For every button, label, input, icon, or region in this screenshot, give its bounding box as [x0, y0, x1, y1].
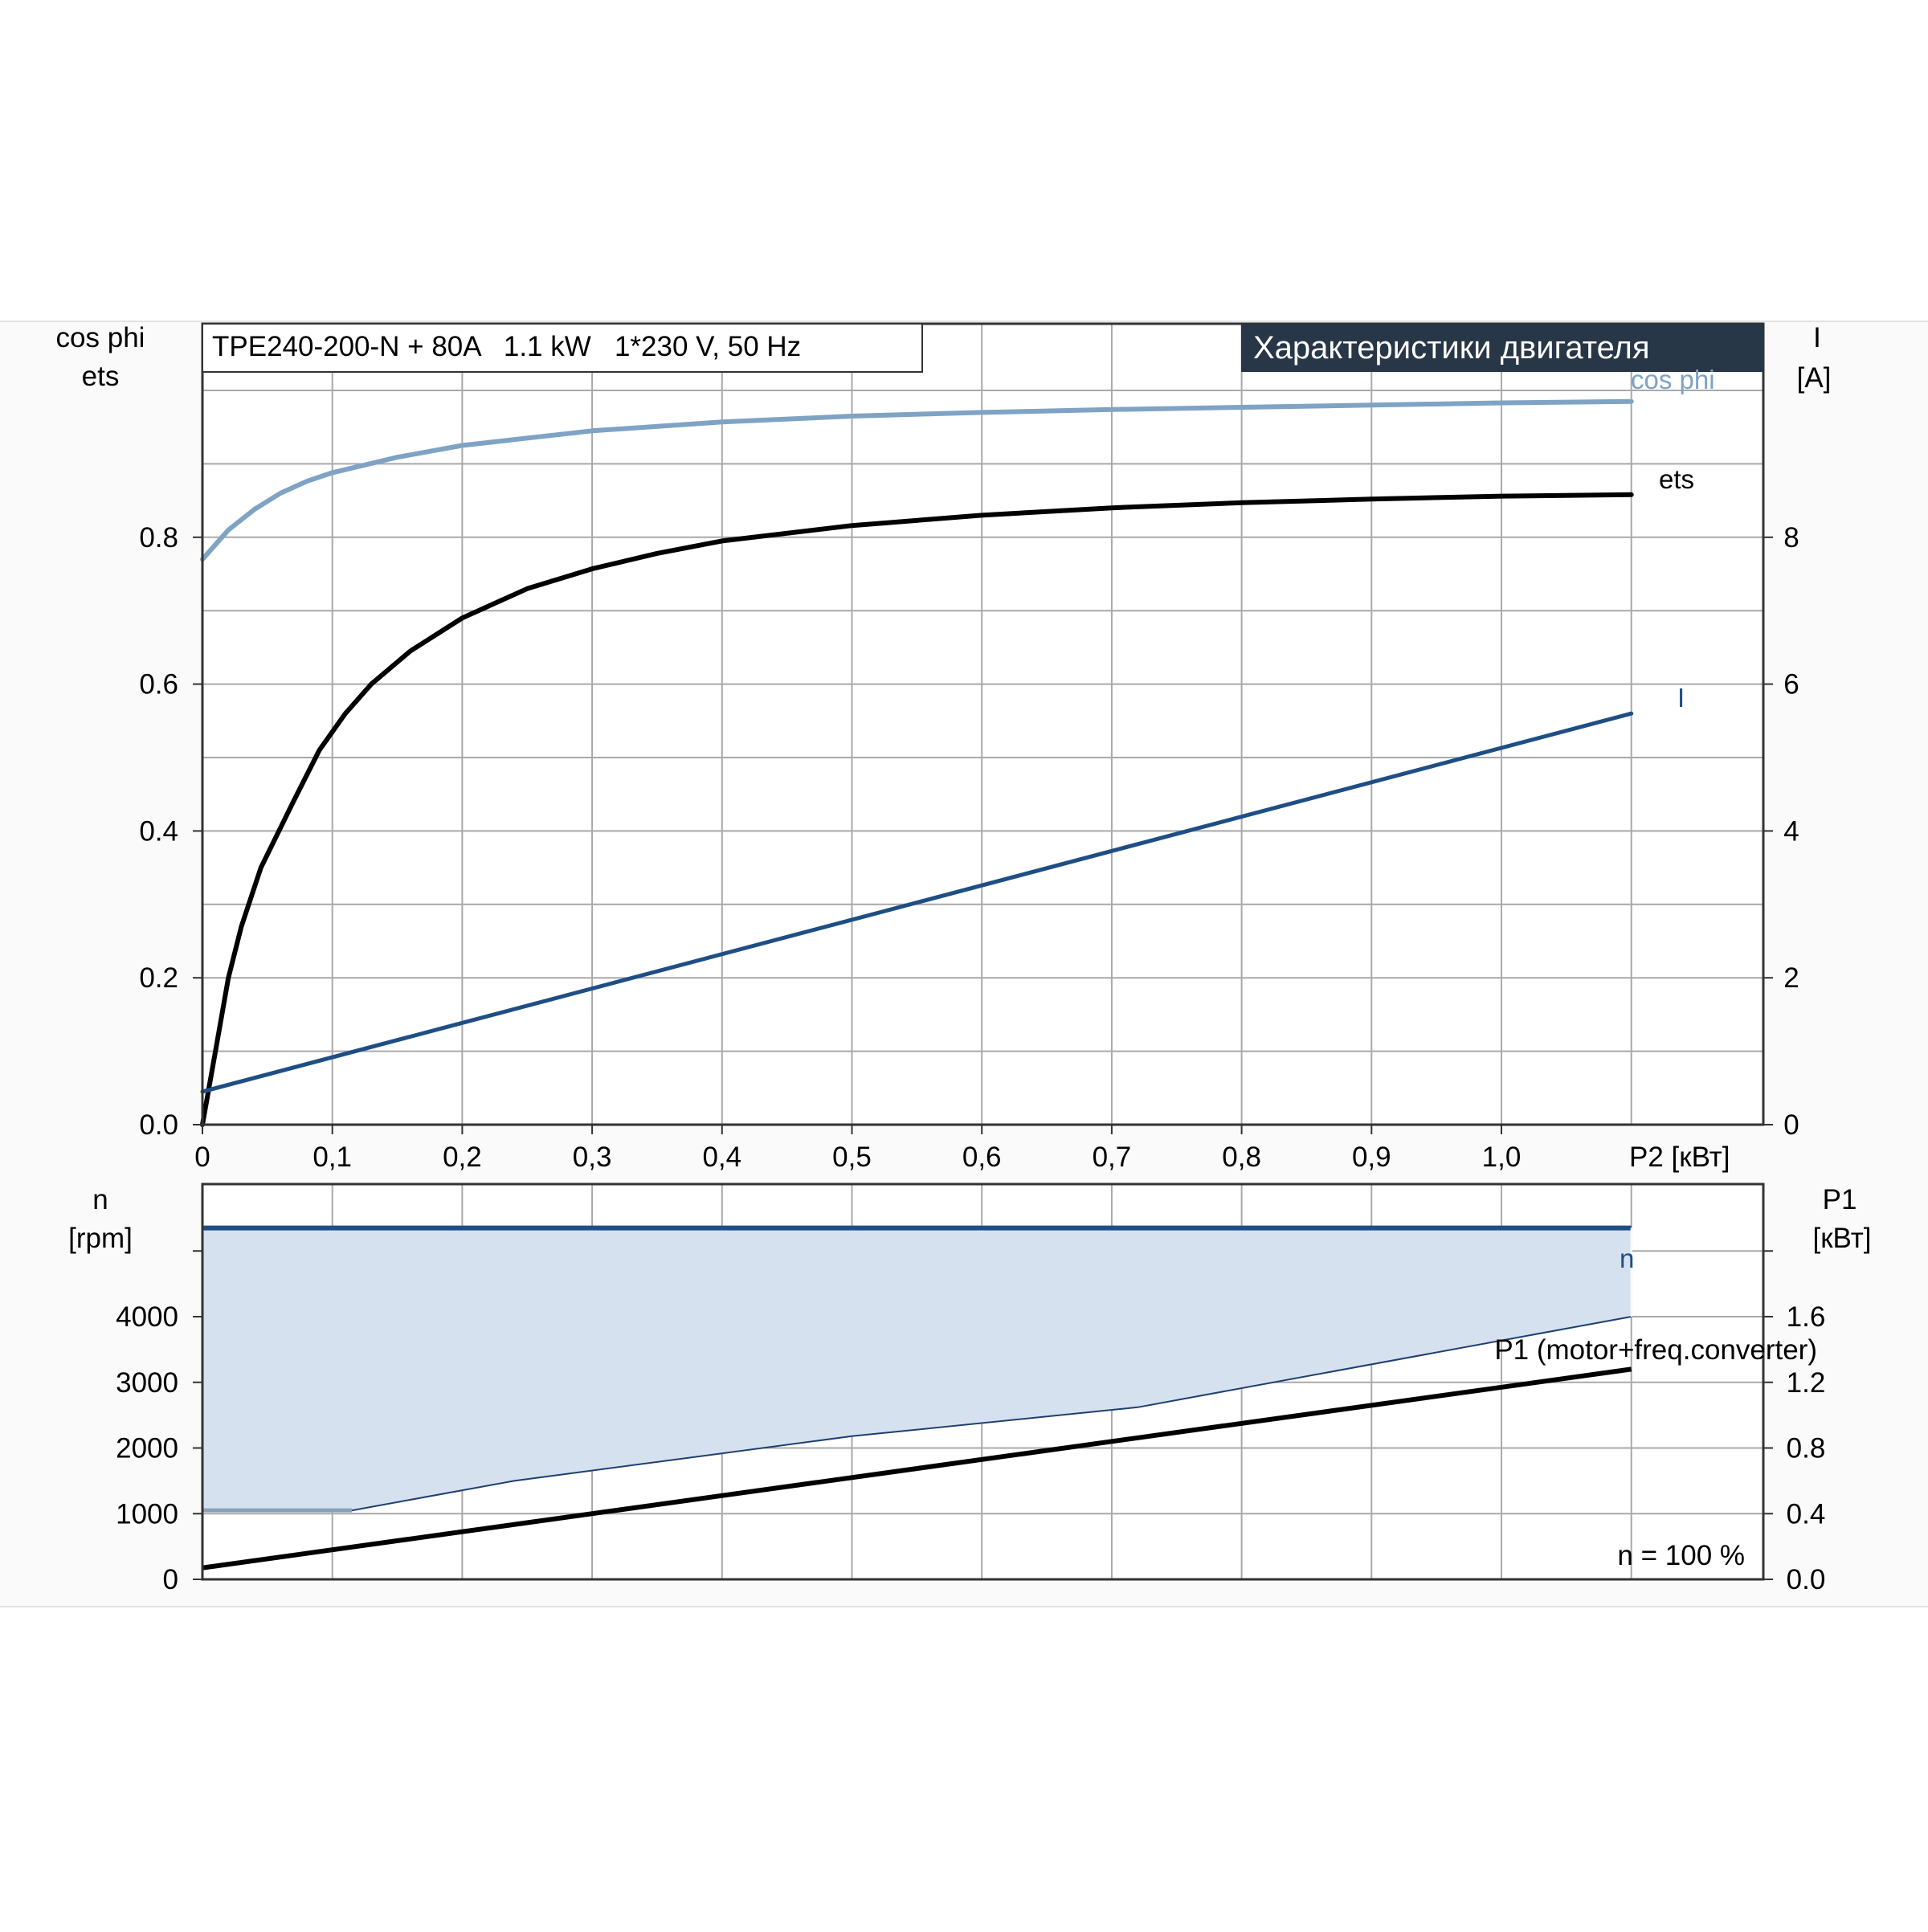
- top-plot-frame: [201, 322, 1765, 1126]
- bottom-left-y-axis: 0 1000 2000 3000 4000: [116, 1250, 202, 1595]
- x-tick-label: 0,8: [1222, 1142, 1261, 1173]
- power-tick-label: 0.4: [1787, 1498, 1826, 1530]
- power-tick-label: 1.6: [1787, 1301, 1826, 1333]
- series-label-eta: ets: [1659, 464, 1694, 494]
- x-tick-label: 1,0: [1482, 1142, 1522, 1173]
- top-left-y-axis: 0.0 0.2 0.4 0.6 0.8: [139, 522, 202, 1141]
- left-axis-title-eta: ets: [82, 361, 120, 392]
- left-y-tick-label: 0.0: [139, 1109, 178, 1141]
- right-axis-title-current: I: [1813, 322, 1821, 353]
- current-line: [200, 711, 1634, 1094]
- model-label: TPE240-200-N + 80A 1.1 kW 1*230 V, 50 Hz: [212, 331, 801, 362]
- top-right-y-axis: 0 2 4 6 8: [1763, 522, 1799, 1141]
- right-y-tick-label: 0: [1783, 1109, 1799, 1141]
- top-grid: [202, 324, 1763, 1125]
- x-axis-label: P2 [кВт]: [1629, 1142, 1730, 1173]
- bottom-series-layer: [202, 1225, 1632, 1571]
- right-axis-unit-current: [A]: [1797, 362, 1832, 394]
- power-tick-label: 1.2: [1787, 1367, 1826, 1399]
- power-axis-unit: [кВт]: [1813, 1223, 1872, 1254]
- right-y-tick-label: 4: [1783, 815, 1799, 847]
- series-label-p1: P1 (motor+freq.converter): [1494, 1334, 1817, 1366]
- top-chart-panel: 0 0,1 0,2 0,3 0,4 0,5 0,6 0,7 0,8 0,9 1,0 0.00.20.…: [139, 322, 1799, 1173]
- left-y-tick-label: 0.8: [139, 522, 178, 553]
- x-tick-label: 0,7: [1093, 1142, 1132, 1173]
- speed-range-band: [202, 1227, 1632, 1511]
- right-y-tick-label: 2: [1783, 962, 1799, 994]
- cosphi-curve: [200, 398, 1634, 562]
- right-y-tick-label: 8: [1783, 522, 1799, 553]
- x-tick-label: 0,2: [443, 1142, 482, 1173]
- speed-axis-unit: [rpm]: [68, 1223, 133, 1254]
- x-tick-label: 0,1: [312, 1142, 352, 1173]
- series-label-current: I: [1677, 683, 1685, 713]
- x-tick-label: 0: [194, 1142, 210, 1173]
- speed-tick-label: 4000: [116, 1301, 178, 1333]
- x-tick-label: 0,4: [702, 1142, 741, 1173]
- x-tick-label: 0,3: [573, 1142, 612, 1173]
- top-x-axis: 0 0,1 0,2 0,3 0,4 0,5 0,6 0,7 0,8 0,9 1,0: [194, 1125, 1521, 1173]
- power-tick-label: 0.0: [1787, 1564, 1826, 1595]
- speed-tick-label: 1000: [116, 1498, 178, 1530]
- left-y-tick-label: 0.4: [139, 815, 178, 847]
- title-banner: [1241, 324, 1763, 372]
- left-y-tick-label: 0.2: [139, 962, 178, 994]
- p1-power-line: [202, 1366, 1632, 1571]
- bottom-chart-panel: 0 1000 2000 3000 4000 0.0 0.4 0.8 1.2 1.6: [116, 1182, 1826, 1595]
- right-y-tick-label: 6: [1783, 669, 1799, 701]
- eta-curve: [200, 492, 1634, 1127]
- left-y-tick-label: 0.6: [139, 669, 178, 701]
- x-tick-label: 0,5: [832, 1142, 872, 1173]
- x-tick-label: 0,9: [1352, 1142, 1391, 1173]
- chart-title: Характеристики двигателя: [1253, 330, 1650, 366]
- power-tick-label: 0.8: [1787, 1433, 1826, 1464]
- model-label-box: [202, 323, 923, 373]
- speed-percent-annotation: n = 100 %: [1617, 1540, 1745, 1571]
- left-axis-title-cosphi: cos phi: [56, 322, 145, 353]
- x-tick-label: 0,6: [962, 1142, 1002, 1173]
- top-series-layer: [200, 398, 1634, 1127]
- series-label-cosphi: cos phi: [1631, 365, 1715, 394]
- power-axis-title: P1: [1823, 1184, 1857, 1215]
- bottom-right-y-axis: 0.0 0.4 0.8 1.2 1.6: [1763, 1250, 1826, 1595]
- speed-tick-label: 3000: [116, 1367, 178, 1399]
- speed-tick-label: 2000: [116, 1433, 178, 1464]
- speed-tick-label: 0: [163, 1564, 178, 1595]
- series-label-speed: n: [1620, 1244, 1634, 1273]
- speed-axis-title: n: [92, 1184, 108, 1215]
